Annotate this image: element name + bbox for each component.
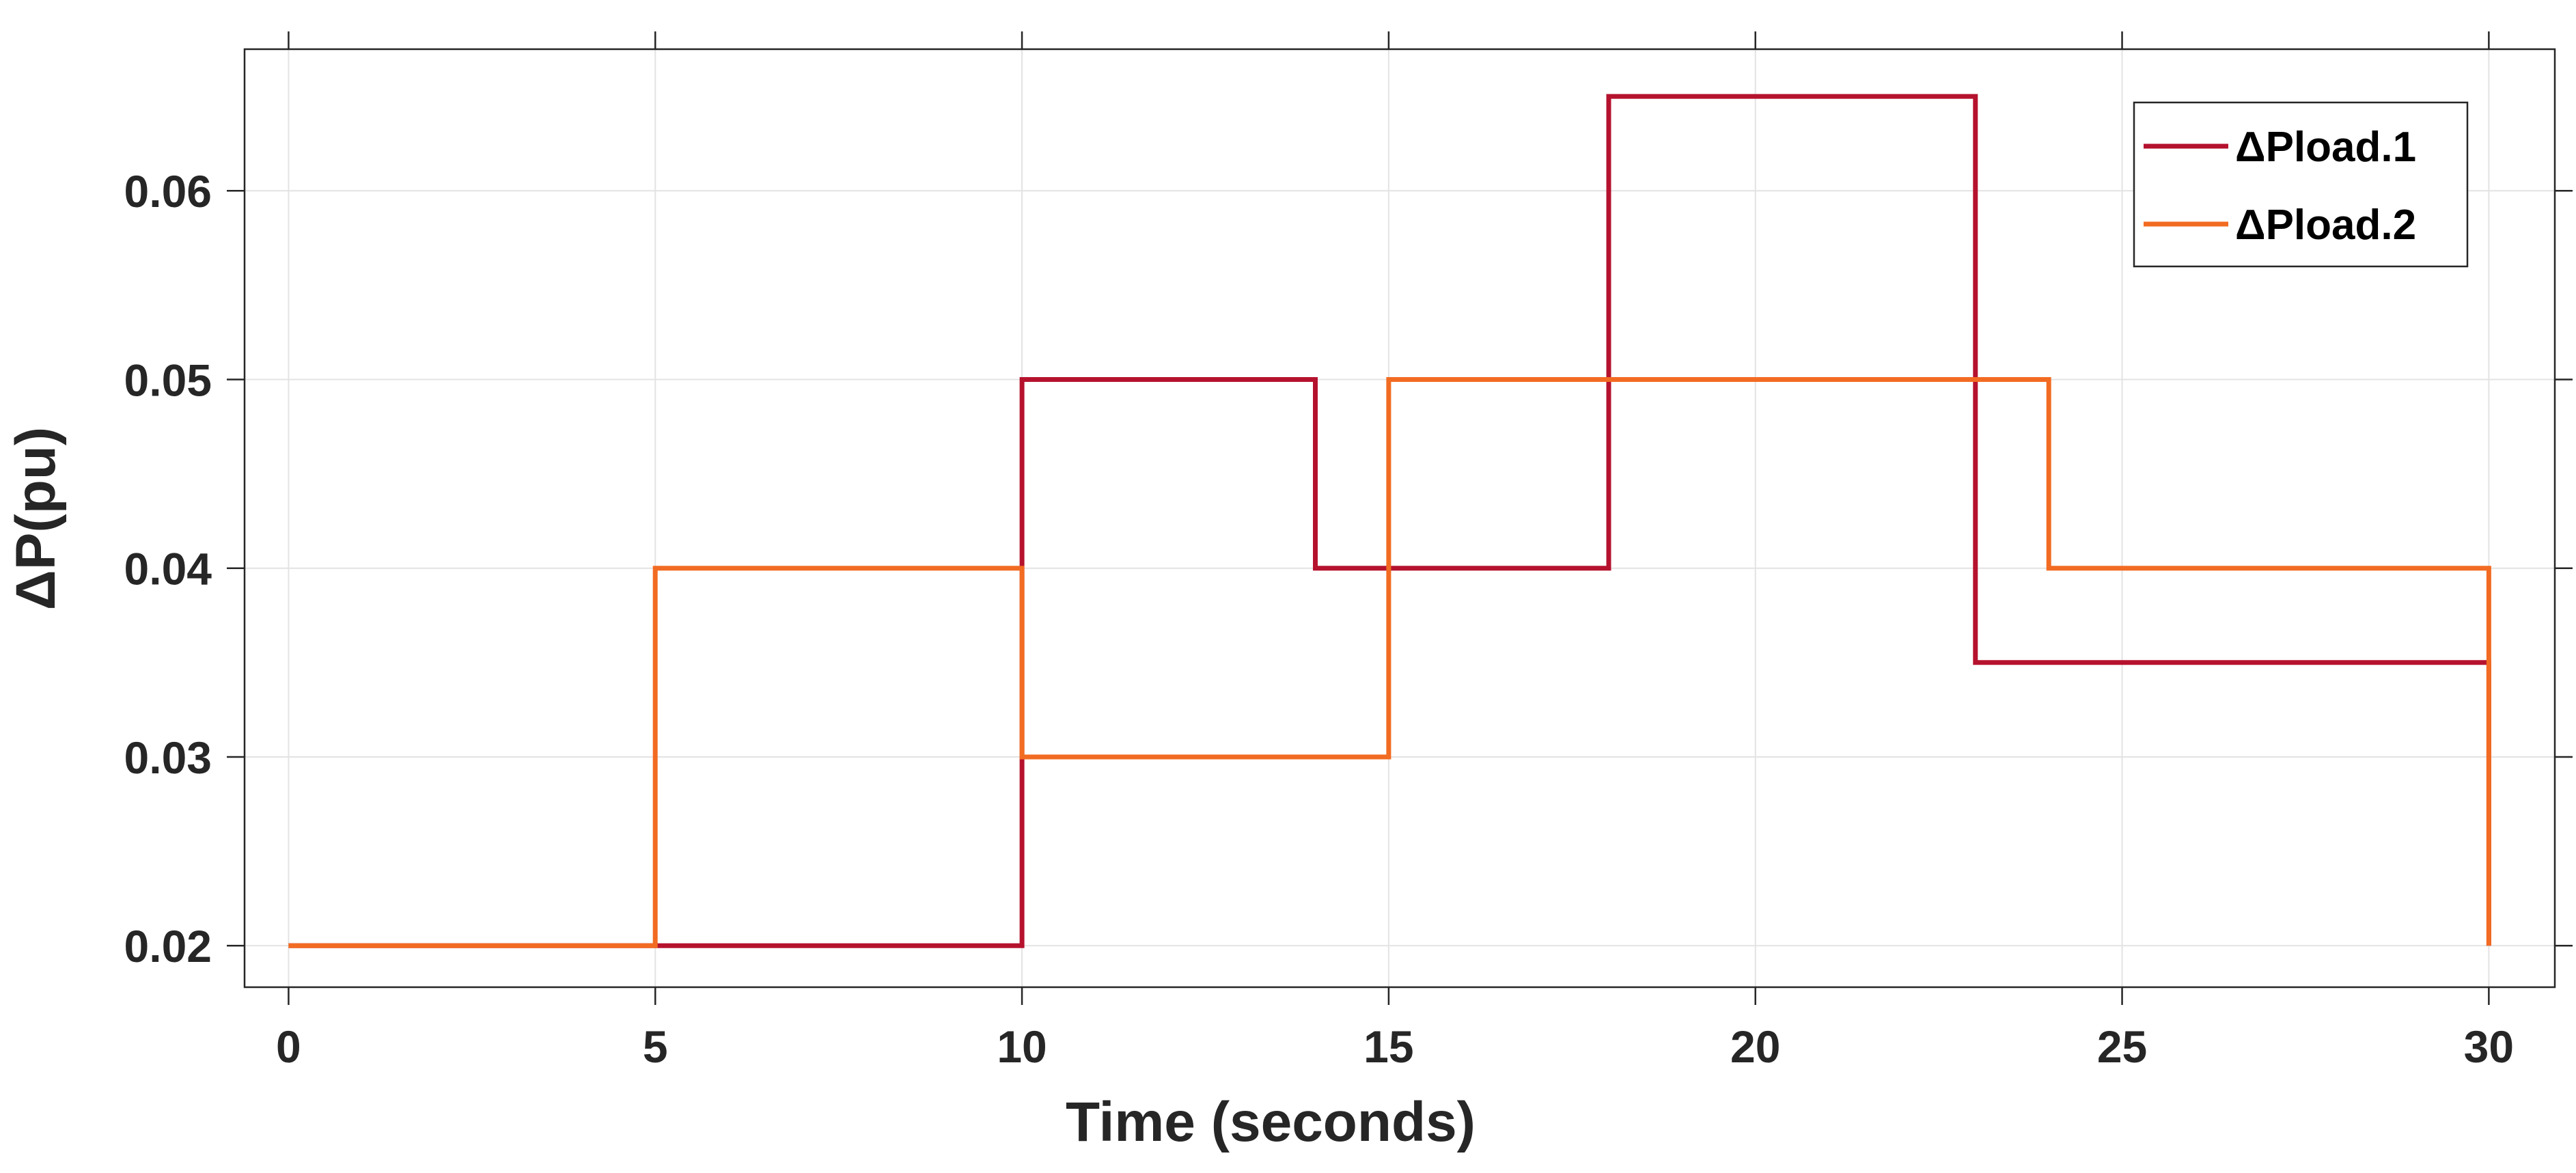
legend-label-pload-2: ΔPload.2: [2235, 202, 2416, 249]
x-tick-label: 25: [2097, 1021, 2147, 1072]
y-tick-label: 0.03: [124, 732, 212, 783]
legend-label-pload-1: ΔPload.1: [2235, 124, 2416, 171]
y-tick-label: 0.06: [124, 166, 212, 217]
y-tick-label: 0.02: [124, 921, 212, 971]
legend-box: [2133, 101, 2469, 268]
x-tick-label: 0: [276, 1021, 301, 1072]
y-tick-labels: 0.02 0.03 0.04 0.05 0.06: [124, 166, 212, 971]
x-tick-label: 15: [1363, 1021, 1413, 1072]
y-tick-label: 0.04: [124, 544, 212, 594]
x-tick-labels: 0 5 10 15 20 25 30: [276, 1021, 2514, 1072]
x-tick-label: 20: [1730, 1021, 1780, 1072]
legend: ΔPload.1 ΔPload.2: [2133, 101, 2469, 268]
tick-marks: [227, 31, 2573, 1005]
x-tick-label: 10: [997, 1021, 1047, 1072]
x-tick-label: 5: [643, 1021, 668, 1072]
y-axis-label: ΔP(pu): [5, 427, 67, 610]
x-axis-label: Time (seconds): [1066, 1091, 1476, 1153]
plot-frame: [243, 48, 2556, 989]
y-tick-label: 0.05: [124, 355, 212, 405]
series-line-pload-2: [288, 377, 2491, 948]
x-tick-label: 30: [2464, 1021, 2514, 1072]
series-layer: [288, 94, 2491, 948]
